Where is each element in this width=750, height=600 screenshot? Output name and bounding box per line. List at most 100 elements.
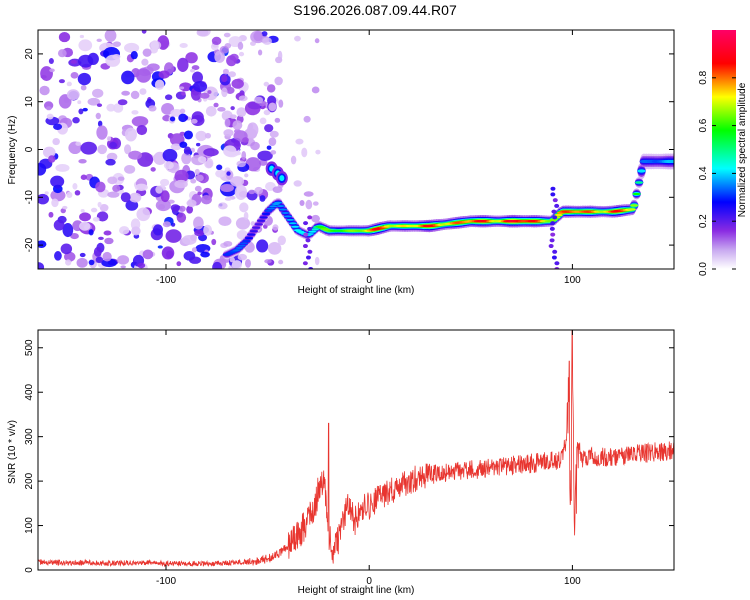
noise-blob [315,149,321,155]
x-tick-label: 100 [564,576,581,587]
noise-blob [212,261,223,269]
noise-blob [104,237,114,245]
y-tick-label: 100 [24,517,35,534]
noise-blob [299,200,305,207]
noise-blob [237,253,248,261]
noise-blob [77,72,92,86]
noise-blob [305,199,313,210]
noise-blob [223,32,231,38]
noise-blob [253,31,263,42]
noise-blob [232,120,243,130]
noise-blob [157,245,163,249]
noise-blob [256,239,269,253]
noise-blob [207,90,212,94]
vertical-spread-blob [549,238,555,243]
noise-blob [106,152,118,161]
noise-blob [263,81,270,87]
noise-blob [131,116,149,127]
ridge-segment [266,207,276,210]
ridge-segment [632,192,641,196]
noise-blob [179,86,185,90]
noise-blob [244,173,249,178]
noise-blob [213,102,219,108]
noise-blob [82,107,88,112]
y-tick-label: 10 [24,96,35,108]
noise-blob [155,199,171,212]
colorbar-tick-label: 0.2 [698,214,709,228]
noise-blob [231,78,244,89]
noise-blob [39,85,50,96]
vertical-spread-blob [307,249,313,254]
noise-blob [178,205,186,212]
x-tick-label: -100 [156,576,176,587]
noise-blob [96,103,103,107]
noise-blob [105,158,116,166]
noise-blob [152,224,164,236]
snr-series [38,330,674,568]
noise-blob [97,144,108,155]
noise-blob [176,212,187,223]
noise-blob [221,74,228,83]
noise-blob [164,94,173,101]
y-tick-label: -20 [24,237,35,252]
noise-blob [120,192,131,203]
noise-blob [79,221,91,231]
noise-blob [87,52,99,65]
ridge-segment [288,222,298,225]
noise-blob [40,66,53,81]
x-tick-label: 0 [366,275,372,286]
noise-blob [66,89,80,101]
noise-blob [205,105,217,117]
ridge-segment [264,209,273,212]
noise-blob [185,52,198,64]
ridge-segment [239,242,249,245]
noise-blob [243,211,249,221]
ridge-segment [629,204,639,207]
colorbar-tick-label: 0.6 [698,118,709,132]
ridge-segment [637,169,646,173]
noise-blob [96,125,108,140]
noise-blob [139,88,147,95]
noise-blob [50,189,66,202]
noise-blob [311,86,320,94]
noise-blob [250,141,260,151]
spectrogram-y-ticks: 20 10 0 -10 -20 [24,48,674,252]
noise-blob [195,130,207,142]
snr-line [38,330,674,568]
noise-blob [192,81,208,92]
noise-blob [48,211,54,218]
noise-blob [80,174,87,180]
noise-blob [230,106,235,111]
ridge-segment [310,228,319,231]
noise-blob [141,30,147,34]
spectrogram-y-label: Frequency (Hz) [7,116,18,185]
noise-blobs [38,30,321,269]
ridge-segment [554,213,563,217]
noise-blob [272,224,279,231]
noise-blob [60,208,66,214]
noise-blob [219,183,234,193]
noise-blob [226,55,237,67]
ridge-segment [283,215,293,218]
noise-blob [53,123,63,130]
noise-blob [106,136,112,142]
spectrogram-x-ticks: -100 0 100 [156,30,581,286]
noise-blob [231,260,243,269]
noise-blob [253,96,264,104]
noise-blob [66,81,72,87]
vertical-spread-blob [554,261,560,266]
noise-blob [158,70,170,79]
noise-blob [267,242,282,255]
noise-blob [95,112,101,120]
noise-blob [203,224,213,236]
noise-blob [176,261,182,267]
noise-blob [162,148,178,162]
noise-blob [174,179,188,189]
noise-blob [236,107,247,118]
ridge-segment [668,159,674,164]
spectrogram-x-label: Height of straight line (km) [298,285,415,296]
noise-blob [142,48,152,57]
ridge-segment [281,211,290,214]
noise-blob [245,157,262,172]
noise-blob [121,90,130,96]
